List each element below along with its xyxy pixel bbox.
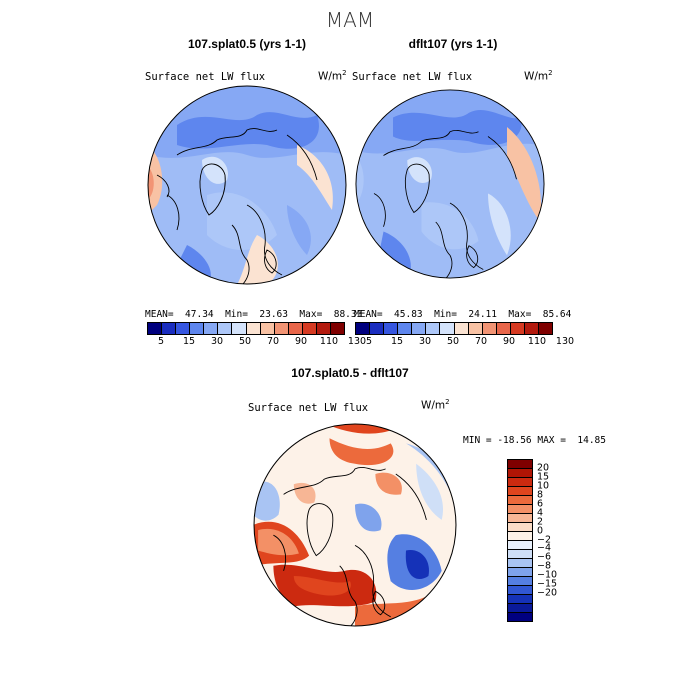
top-right-colorbar-ticks: 5 15 30 50 70 90 110 130 — [355, 336, 574, 348]
top-right-colorbar-swatch — [468, 323, 483, 334]
top-right-colorbar-swatch — [440, 323, 455, 334]
diff-colorbar-swatch — [508, 586, 532, 595]
top-right-colorbar-tick-label: 5 — [365, 336, 373, 347]
top-left-colorbar-ticks: 5 15 30 50 70 90 110 130 — [147, 336, 366, 348]
diff-colorbar-tick-label: −8 — [537, 560, 552, 572]
diff-colorbar-swatch — [508, 523, 532, 532]
top-left-colorbar-tick-label: 15 — [182, 336, 196, 347]
diff-colorbar-swatch — [508, 460, 532, 469]
top-left-colorbar-tick-label: 130 — [347, 336, 367, 347]
top-left-case-title: 107.splat0.5 (yrs 1-1) — [187, 37, 307, 51]
top-left-polar-map — [147, 85, 347, 285]
top-right-colorbar-swatch — [539, 323, 553, 334]
diff-colorbar-swatch — [508, 541, 532, 550]
top-right-stats: MEAN= 45.83 Min= 24.11 Max= 85.64 — [354, 309, 572, 320]
top-right-colorbar-tick-label: 30 — [418, 336, 432, 347]
diff-colorbar-swatch — [508, 550, 532, 559]
top-right-colorbar-tick-label: 90 — [502, 336, 516, 347]
diff-colorbar — [507, 459, 533, 622]
top-left-colorbar-swatch — [331, 323, 345, 334]
top-right-colorbar-tick-label: 70 — [474, 336, 488, 347]
top-right-colorbar-swatch — [398, 323, 413, 334]
top-left-colorbar-swatch — [218, 323, 233, 334]
diff-colorbar-tick-label: −4 — [537, 542, 552, 554]
top-left-colorbar-tick-label: 110 — [319, 336, 339, 347]
figure-title: MAM — [325, 8, 375, 32]
diff-polar-map — [253, 423, 457, 627]
top-right-colorbar-swatch — [426, 323, 441, 334]
top-right-colorbar-swatch — [454, 323, 469, 334]
top-right-colorbar-tick-label: 110 — [527, 336, 547, 347]
diff-colorbar-swatch — [508, 613, 532, 621]
top-left-colorbar-tick-label: 5 — [157, 336, 165, 347]
diff-colorbar-tick-label: −10 — [537, 569, 558, 581]
top-left-colorbar-tick-label: 50 — [238, 336, 252, 347]
diff-colorbar-swatch — [508, 469, 532, 478]
diff-colorbar-ticks: 20 15 10 8 6 4 2 0 −2 −4 −6 −8 −10 −15 −20 — [537, 459, 577, 622]
top-right-colorbar-swatch — [496, 323, 511, 334]
diff-colorbar-swatch — [508, 559, 532, 568]
diff-field-label: Surface net LW flux — [248, 402, 369, 414]
top-left-colorbar-swatch — [176, 323, 191, 334]
diff-stats: MIN = -18.56 MAX = 14.85 — [463, 435, 606, 446]
top-left-colorbar-swatch — [302, 323, 317, 334]
top-right-colorbar-swatch — [482, 323, 497, 334]
diff-colorbar-tick-label: 6 — [537, 498, 544, 510]
top-left-colorbar-swatch — [288, 323, 303, 334]
diff-colorbar-tick-label: 15 — [537, 471, 550, 483]
diff-colorbar-tick-label: −2 — [537, 534, 552, 545]
diff-colorbar-tick-label: 0 — [537, 525, 544, 537]
top-right-case-title: dflt107 (yrs 1-1) — [408, 37, 498, 51]
diff-colorbar-swatch — [508, 505, 532, 514]
top-left-colorbar-swatch — [232, 323, 247, 334]
top-left-units: W/m2 — [318, 69, 347, 83]
top-right-field-label: Surface net LW flux — [352, 71, 473, 83]
top-right-polar-map — [355, 89, 545, 279]
top-right-colorbar-swatch — [524, 323, 540, 334]
top-right-colorbar-tick-label: 50 — [446, 336, 460, 347]
diff-colorbar-tick-label: −20 — [537, 587, 558, 599]
top-left-colorbar-tick-label: 90 — [294, 336, 308, 347]
diff-colorbar-swatch — [508, 514, 532, 523]
top-left-field-label: Surface net LW flux — [145, 71, 266, 83]
diff-colorbar-swatch — [508, 568, 532, 577]
top-right-colorbar-swatch — [384, 323, 399, 334]
diff-colorbar-swatch — [508, 595, 532, 604]
diff-colorbar-swatch — [508, 478, 532, 487]
diff-colorbar-tick-label: −6 — [537, 551, 552, 563]
diff-colorbar-tick-label: −15 — [537, 578, 558, 590]
diff-colorbar-swatch — [508, 532, 532, 541]
diff-colorbar-swatch — [508, 487, 532, 496]
diff-units: W/m2 — [421, 398, 450, 412]
top-left-colorbar-tick-label: 30 — [210, 336, 224, 347]
top-right-colorbar-tick-label: 130 — [555, 336, 575, 347]
top-left-colorbar-tick-label: 70 — [266, 336, 280, 347]
top-left-colorbar-swatch — [246, 323, 261, 334]
diff-colorbar-swatch — [508, 496, 532, 505]
diff-case-title: 107.splat0.5 - dflt107 — [291, 366, 409, 380]
diff-colorbar-tick-label: 8 — [537, 489, 544, 501]
top-left-colorbar-swatch — [148, 323, 163, 334]
top-right-colorbar-tick-label: 15 — [390, 336, 404, 347]
top-right-colorbar-swatch — [356, 323, 371, 334]
top-left-colorbar-swatch — [274, 323, 289, 334]
diff-colorbar-tick-label: 20 — [537, 462, 550, 474]
diff-colorbar-swatch — [508, 577, 532, 586]
top-right-colorbar-swatch — [370, 323, 385, 334]
top-left-colorbar-swatch — [162, 323, 177, 334]
top-right-colorbar-swatch — [510, 323, 525, 334]
diff-colorbar-tick-label: 2 — [537, 516, 544, 528]
top-left-colorbar-swatch — [260, 323, 275, 334]
top-right-colorbar — [355, 322, 553, 335]
top-right-units: W/m2 — [524, 69, 553, 83]
top-left-colorbar-swatch — [316, 323, 332, 334]
diff-colorbar-tick-label: 4 — [537, 507, 544, 519]
top-left-colorbar-swatch — [204, 323, 219, 334]
top-left-colorbar-swatch — [190, 323, 205, 334]
diff-colorbar-tick-label: 10 — [537, 480, 550, 492]
top-right-colorbar-swatch — [412, 323, 427, 334]
diff-colorbar-swatch — [508, 604, 532, 613]
top-left-stats: MEAN= 47.34 Min= 23.63 Max= 88.33 — [145, 309, 363, 320]
top-left-colorbar — [147, 322, 345, 335]
